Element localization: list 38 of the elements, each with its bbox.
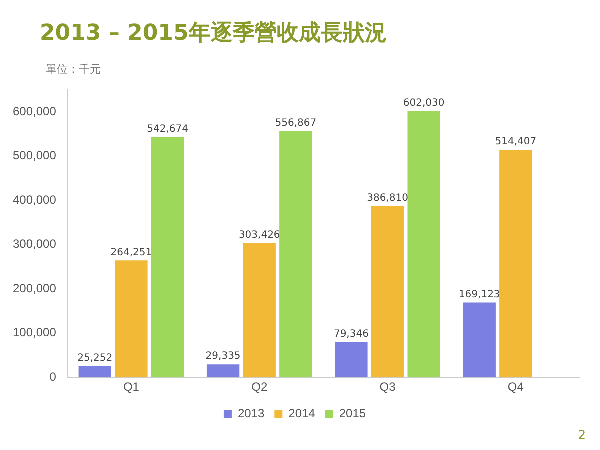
bar — [151, 137, 184, 378]
y-tick-label: 400,000 — [12, 192, 57, 207]
data-label: 556,867 — [275, 118, 317, 129]
bar — [206, 364, 240, 378]
bar — [408, 111, 440, 378]
legend-label: 2013 — [238, 406, 265, 420]
y-tick-label: 500,000 — [12, 148, 57, 163]
legend-label: 2014 — [288, 406, 316, 420]
bar — [500, 150, 532, 378]
data-label: 264,251 — [110, 247, 152, 258]
data-label: 29,335 — [206, 351, 241, 362]
y-tick-label: 100,000 — [12, 326, 57, 340]
bar — [78, 366, 112, 378]
legend-label: 2015 — [339, 406, 366, 420]
data-label: 25,252 — [78, 353, 113, 364]
data-label: 169,123 — [458, 289, 500, 300]
y-tick-label: 300,000 — [12, 237, 57, 252]
bar — [335, 342, 368, 378]
x-tick-label: Q1 — [123, 380, 140, 394]
data-label: 542,674 — [147, 124, 188, 136]
y-tick-label: 0 — [50, 370, 57, 384]
bar — [243, 243, 276, 378]
bar — [463, 302, 496, 378]
x-tick-label: Q3 — [380, 380, 396, 394]
x-tick-label: Q4 — [508, 380, 524, 394]
chart-title: 2013 – 2015年逐季營收成長狀況 — [40, 20, 387, 48]
bar — [280, 131, 312, 378]
bar — [115, 260, 148, 378]
text: 2 — [578, 428, 586, 442]
data-label: 386,810 — [367, 193, 408, 204]
y-tick-label: 600,000 — [12, 104, 57, 118]
y-axis-title: 單位：千元 — [46, 62, 101, 77]
data-label: 514,407 — [495, 136, 537, 148]
y-tick-label: 200,000 — [12, 281, 57, 296]
x-tick-label: Q2 — [252, 380, 268, 394]
data-label: 79,346 — [334, 329, 369, 340]
bar — [371, 206, 404, 378]
data-label: 602,030 — [403, 98, 445, 109]
